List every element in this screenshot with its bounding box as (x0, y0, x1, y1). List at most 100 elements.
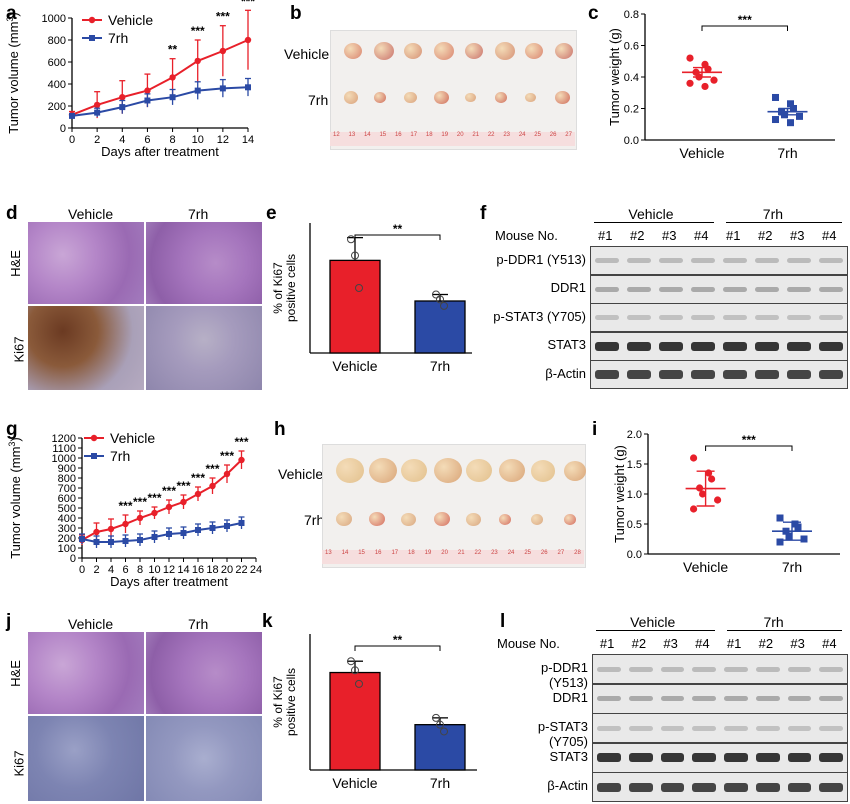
blot-band (597, 696, 621, 701)
blot-band (787, 315, 811, 320)
panel-label-k: k (262, 611, 273, 632)
blot-band (723, 341, 747, 351)
blot-band (660, 725, 685, 731)
data-point (245, 84, 251, 91)
panel-j-histology: Vehicle 7rh H&E Ki67 (6, 616, 266, 802)
blot-band (659, 315, 683, 320)
blot-band (627, 370, 651, 379)
ruler-tick-label: 16 (394, 132, 402, 138)
data-point (144, 97, 151, 104)
panel-label-e: e (266, 203, 277, 224)
tumor (466, 459, 492, 483)
legend-marker-7rh (91, 453, 97, 459)
blot-row (590, 303, 848, 332)
blot-band (660, 666, 685, 672)
tumor (344, 43, 362, 60)
x-category-label: Vehicle (332, 775, 377, 791)
lane-label: #2 (630, 228, 645, 243)
tumor (464, 92, 476, 103)
data-point (223, 470, 231, 478)
significance-label: *** (738, 13, 752, 27)
blot-band (691, 370, 715, 379)
significance-label: *** (191, 471, 205, 485)
lane-label: #1 (726, 228, 741, 243)
blot-band (692, 666, 716, 672)
data-point (776, 538, 784, 546)
y-tick-label: 300 (58, 523, 76, 535)
data-point (800, 535, 808, 543)
panel-d-histology: Vehicle 7rh H&E Ki67 (6, 206, 266, 391)
panel-label-a: a (6, 3, 17, 24)
x-category-label: Vehicle (683, 559, 728, 575)
data-point (194, 87, 201, 94)
data-point (351, 251, 359, 260)
ruler-tick-label: 20 (441, 550, 448, 556)
blot-band (691, 341, 715, 351)
ruler-tick-label: 14 (341, 550, 349, 556)
data-point (772, 93, 779, 101)
lane-label: #3 (790, 228, 805, 243)
blot-band (819, 341, 843, 351)
tumor (404, 43, 423, 60)
y-tick-label: 0 (60, 123, 66, 135)
bar (414, 724, 466, 771)
data-point (169, 74, 176, 81)
significance-label: *** (220, 449, 234, 463)
ruler-tick-label: 15 (379, 132, 387, 138)
blot-band (595, 258, 619, 263)
x-tick-label: 12 (217, 134, 229, 146)
x-category-label: 7rh (430, 775, 450, 791)
panel-label-i: i (592, 419, 598, 440)
tumor (563, 514, 576, 525)
series-line (71, 39, 249, 116)
blot-band (723, 370, 747, 379)
data-point (785, 532, 793, 540)
blot-row-label: p-DDR1 (Y513) (541, 660, 588, 690)
data-point (219, 47, 227, 55)
y-tick-label: 800 (48, 35, 66, 47)
blot-band (787, 286, 811, 292)
blot-band (819, 782, 843, 792)
data-point (180, 498, 187, 506)
y-tick-label: 1000 (42, 13, 66, 25)
x-tick-label: 12 (163, 564, 175, 576)
bar (329, 259, 381, 354)
ruler-tick-label: 22 (487, 132, 495, 138)
group-line-7rh (726, 222, 842, 223)
blot-band (819, 753, 843, 762)
tumor (494, 42, 515, 60)
blot-band (723, 286, 747, 292)
blot-band (755, 341, 779, 351)
blot-band (787, 341, 811, 351)
row-label-7rh-h: 7rh (304, 512, 325, 528)
panel-label-c: c (588, 3, 599, 24)
x-tick-label: 6 (122, 564, 128, 576)
tumor (434, 42, 455, 60)
blot-band (628, 666, 653, 672)
tumor (344, 91, 358, 104)
blot-band (595, 315, 619, 320)
blot-row-label: STAT3 (549, 748, 588, 764)
data-point (714, 496, 722, 504)
x-tick-label: 8 (170, 134, 176, 146)
data-point (699, 490, 707, 498)
x-tick-label: 0 (69, 134, 75, 146)
lane-label: #1 (599, 636, 615, 651)
tumor (336, 458, 364, 484)
data-point (166, 531, 172, 537)
col-label-7rh-j: 7rh (188, 616, 209, 632)
significance-label: *** (147, 491, 161, 505)
x-tick-label: 10 (192, 134, 204, 146)
ruler-tick-label: 13 (348, 132, 356, 138)
x-tick-label: 2 (94, 134, 100, 146)
ki67-image-7rh-j (146, 716, 262, 801)
blot-band (755, 315, 779, 320)
x-category-label: Vehicle (679, 145, 724, 161)
blot-band (819, 258, 843, 263)
lane-label: #3 (662, 228, 677, 243)
data-point (119, 104, 126, 111)
blot-row-label: STAT3 (547, 337, 586, 352)
y-tick-label: 500 (58, 503, 76, 515)
blot-band (659, 286, 683, 292)
tumor (368, 512, 385, 527)
